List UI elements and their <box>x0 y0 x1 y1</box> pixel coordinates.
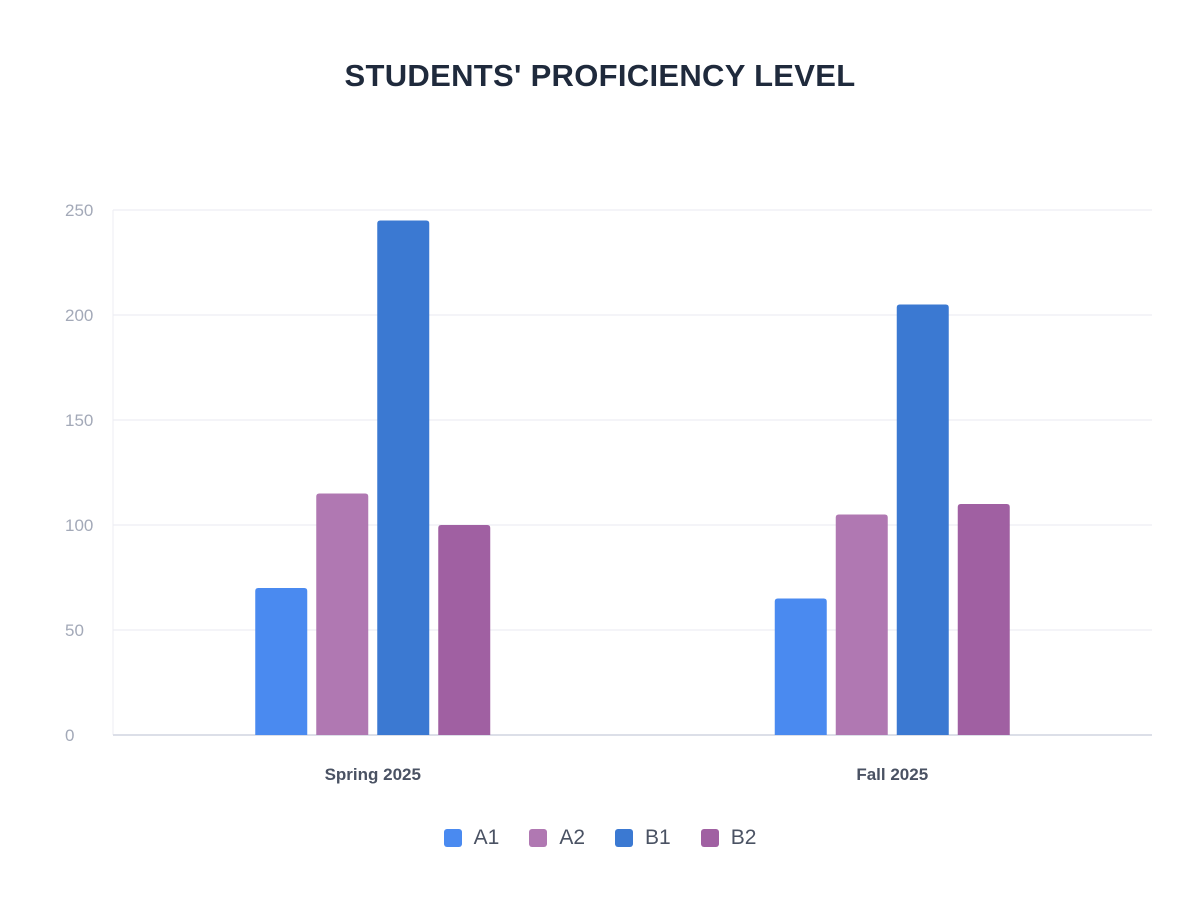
bar-a1-1 <box>774 598 827 735</box>
legend-swatch <box>615 829 633 847</box>
bar-a1-0 <box>255 588 308 735</box>
legend-item-a1[interactable]: A1 <box>443 826 500 850</box>
legend-label: A1 <box>473 826 500 849</box>
legend-swatch <box>443 829 462 847</box>
legend-label: B1 <box>645 826 671 849</box>
bar-b2-0 <box>438 525 491 735</box>
bar-a2-1 <box>835 514 888 735</box>
y-tick-label: 200 <box>65 306 93 325</box>
legend-swatch <box>529 829 548 847</box>
y-tick-label: 150 <box>65 411 93 430</box>
y-tick-label: 250 <box>65 201 93 220</box>
legend-item-a2[interactable]: A2 <box>529 826 585 850</box>
y-tick-label: 100 <box>65 516 93 535</box>
legend-label: A2 <box>559 826 585 849</box>
bar-a2-0 <box>316 493 369 735</box>
x-tick-label: Spring 2025 <box>325 765 421 784</box>
legend-swatch <box>700 829 719 847</box>
bar-b1-1 <box>896 304 949 735</box>
legend: A1 A2 B1 B2 <box>0 826 1200 850</box>
x-tick-label: Fall 2025 <box>856 765 928 784</box>
bar-b1-0 <box>377 220 430 735</box>
y-tick-label: 0 <box>65 726 74 745</box>
legend-item-b1[interactable]: B1 <box>615 826 671 850</box>
legend-label: B2 <box>730 826 757 849</box>
bar-b2-1 <box>957 504 1010 735</box>
chart-title: STUDENTS' PROFICIENCY LEVEL <box>344 58 856 93</box>
legend-item-b2[interactable]: B2 <box>700 826 757 850</box>
y-tick-label: 50 <box>65 621 84 640</box>
